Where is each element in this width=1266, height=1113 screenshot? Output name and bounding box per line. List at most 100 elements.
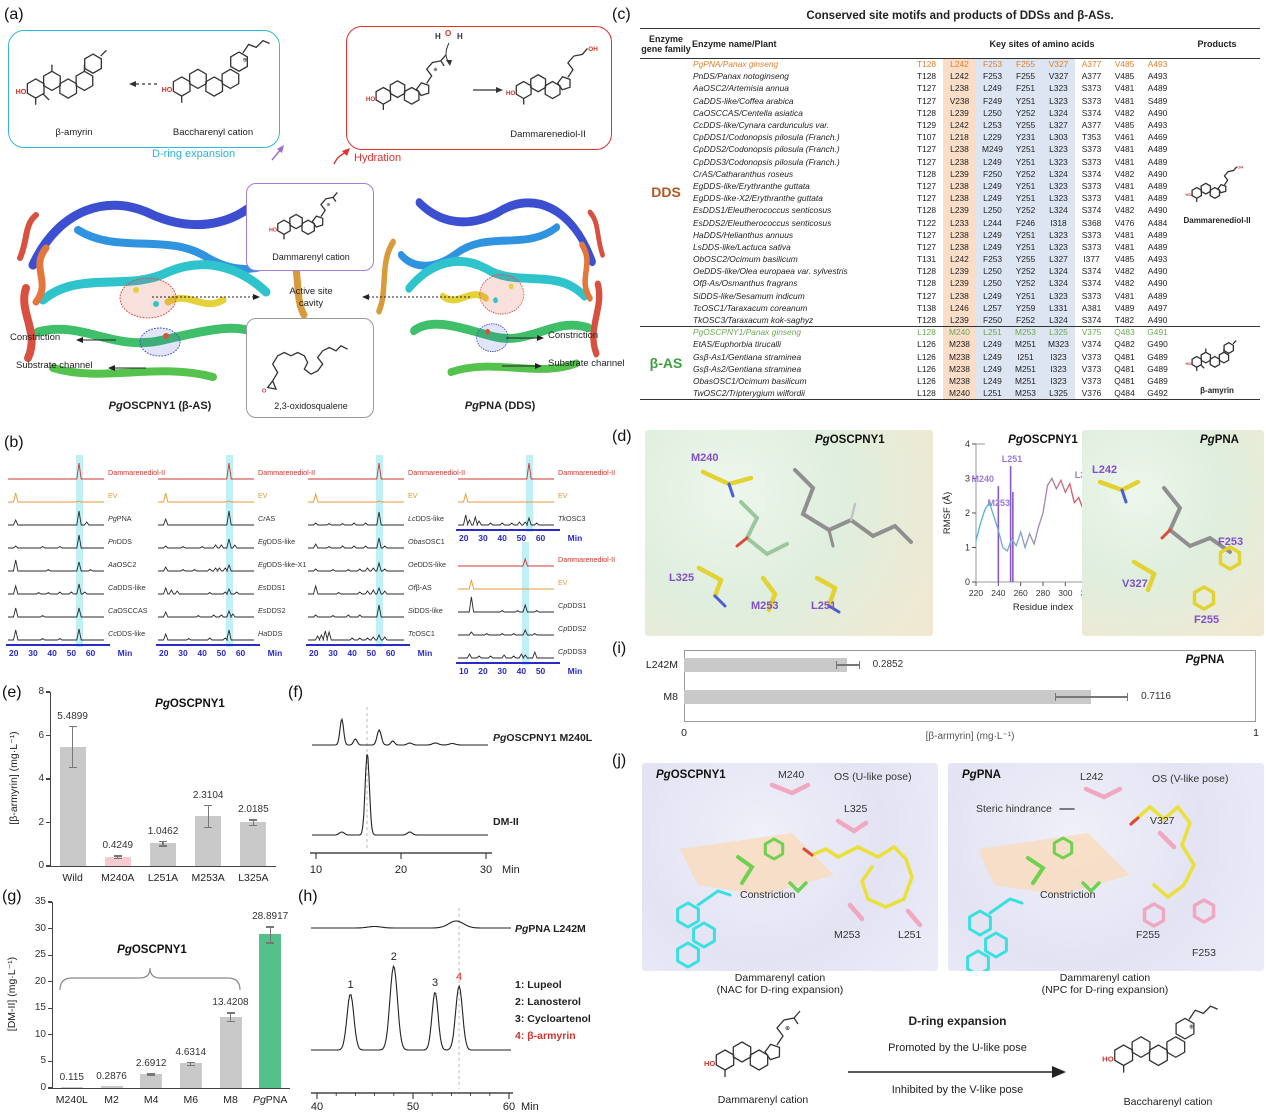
y-axis (50, 692, 52, 866)
x-axis (52, 1088, 290, 1090)
key-site: G489 (1147, 375, 1168, 386)
key-site: V482 (1114, 107, 1135, 118)
svg-text:4: β-armyrin: 4: β-armyrin (515, 1030, 576, 1042)
trace-label: PgPNA (108, 514, 132, 523)
enzyme-family: β-AS (640, 326, 692, 400)
key-site: I318 (1042, 216, 1075, 230)
panel-label-d: (d) (612, 428, 632, 445)
key-site: A469 (1147, 132, 1168, 143)
table-title: Conserved site motifs and products of DD… (806, 10, 1114, 22)
residue-label-v327: V327 (1122, 578, 1148, 590)
key-site: V485 (1114, 59, 1135, 70)
value-label: 0.2852 (872, 659, 904, 670)
chromatogram-trace (308, 511, 404, 526)
key-site: Y252 (1009, 107, 1042, 120)
chromatogram-trace (308, 630, 404, 641)
substrate-channel-label-left: Substrate channel (16, 360, 93, 371)
key-site: A381 (1081, 302, 1102, 313)
enzyme-name: AaOSC2/Artemisia annua (693, 83, 789, 94)
dammarenyl-cation-structure: ⊕ HO (704, 1002, 838, 1092)
time-axis (456, 662, 560, 664)
value-label: 0.7116 (1141, 691, 1171, 702)
key-site: L257 (976, 302, 1009, 315)
baccharenyl-label: Baccharenyl cation (172, 127, 254, 138)
m240l-chromatogram: PgOSCPNY1 M240L DM-II 10 20 30 Min (310, 707, 593, 876)
key-site: T127 (916, 290, 937, 301)
key-site: V481 (1114, 229, 1135, 240)
label-l325: L325 (844, 803, 868, 815)
key-site: F246 (1009, 216, 1042, 230)
key-site: T127 (916, 180, 937, 191)
error-bar (72, 725, 74, 768)
key-site: A490 (1147, 278, 1168, 289)
retention-band (525, 455, 533, 532)
trace-label: Dammarenediol-II (258, 468, 316, 477)
key-site: T128 (916, 314, 937, 325)
value-label: 1.0462 (147, 826, 179, 838)
label-f255: F255 (1136, 929, 1160, 941)
key-site: Q483 (1108, 326, 1141, 339)
enzyme-name: CaOSCCAS/Centella asiatica (693, 107, 803, 118)
error-cap (113, 858, 122, 860)
key-site: L324 (1042, 314, 1075, 327)
key-site: S373 (1081, 241, 1102, 252)
residue-label-l325: L325 (669, 572, 695, 584)
enzyme-name: EtAS/Euphorbia tirucalli (693, 339, 781, 350)
y-tick-label: 4 (38, 773, 44, 784)
key-site: F253 (976, 58, 1009, 71)
key-site: T128 (916, 168, 937, 179)
key-site: L327 (1042, 253, 1075, 266)
chromatogram-trace (8, 492, 104, 503)
chromatogram-trace (458, 650, 554, 659)
residue-label-f253: F253 (1218, 536, 1244, 548)
key-site: S374 (1081, 205, 1102, 216)
key-site: Q481 (1114, 375, 1135, 386)
key-site: L128 (917, 387, 936, 398)
pgoscpny1-pose-view: PgOSCPNY1 M240 OS (U-like pose) L325 Con… (642, 763, 938, 971)
svg-text:OH: OH (1237, 164, 1243, 169)
key-site: A489 (1147, 229, 1168, 240)
oxidosqualene-box: O 2,3-oxidosqualene (246, 318, 374, 418)
trace-label: TkOSC3 (558, 514, 586, 523)
key-site: S374 (1081, 107, 1102, 118)
dammarenyl-cation-structure: ⊕ HO (269, 186, 363, 250)
time-axis (456, 529, 560, 531)
value-label: 0.2876 (96, 1071, 127, 1083)
trace-label: EsDDS1 (258, 583, 286, 592)
panel-label-i: (i) (612, 640, 627, 657)
error-cap (249, 819, 258, 821)
key-site: M238 (943, 363, 976, 376)
protein-ribbon-pgpna (368, 168, 612, 390)
svg-text:2: 2 (391, 951, 397, 963)
key-site: Y259 (1009, 302, 1042, 315)
enzyme-name: SiDDS-like/Sesamum indicum (693, 290, 805, 301)
y-tick (48, 1007, 52, 1009)
key-site: V485 (1114, 71, 1135, 82)
error-cap (159, 841, 167, 843)
svg-text:0: 0 (965, 577, 970, 587)
chromatogram-trace (8, 607, 104, 618)
key-site: V327 (1042, 58, 1075, 71)
key-site: L242 (943, 70, 976, 83)
bar (240, 822, 267, 866)
key-site: V481 (1114, 193, 1135, 204)
dammarenediol-label: Dammarenediol-II (510, 129, 586, 140)
key-site: F250 (976, 314, 1009, 327)
category-label: L325A (238, 872, 269, 884)
value-label: 0.4249 (102, 840, 134, 852)
baccharenyl-cation-structure: ⊕ HO (162, 33, 277, 119)
pgpna-name: PgPNA (DDS) (464, 400, 536, 412)
key-site: L331 (1042, 302, 1075, 315)
enzyme-name: CpDDS3/Codonopsis pilosula (Franch.) (693, 156, 840, 167)
key-site: A489 (1147, 241, 1168, 252)
key-site: S373 (1081, 193, 1102, 204)
key-site: M249 (976, 143, 1009, 156)
panel-label-b: (b) (4, 434, 24, 451)
beta-amyrin-structure: HO (16, 35, 131, 121)
key-site: A490 (1147, 266, 1168, 277)
constriction-label-right: Constriction (548, 330, 599, 341)
key-site: L244 (976, 216, 1009, 230)
trace-label: PnDDS (108, 537, 132, 546)
enzyme-name: Ofβ-As/Osmanthus fragrans (693, 278, 798, 289)
axis-tick: 40 (197, 648, 207, 658)
